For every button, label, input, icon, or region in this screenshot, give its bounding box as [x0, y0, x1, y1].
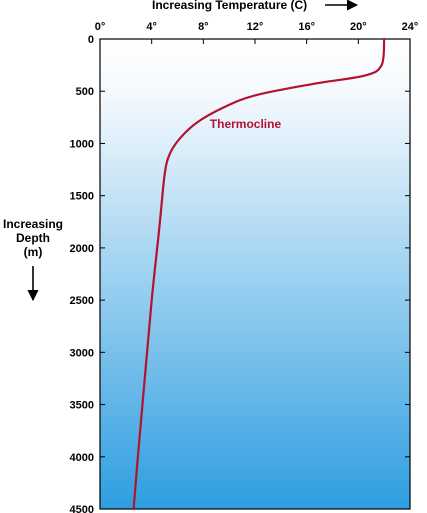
y-tick-label: 3500 [70, 400, 94, 412]
plot-area [100, 39, 410, 509]
y-tick-label: 4000 [70, 452, 94, 464]
x-tick-label: 12° [247, 21, 264, 33]
y-tick-label: 500 [76, 86, 94, 98]
y-tick-label: 1000 [70, 138, 94, 150]
y-tick-label: 2000 [70, 243, 94, 255]
y-axis-title-line-1: Increasing [3, 217, 63, 231]
x-tick-label: 8° [198, 21, 209, 33]
y-tick-label: 2500 [70, 295, 94, 307]
x-axis: 0° 4° 8° 12° 16° 20° 24° [95, 21, 419, 44]
y-tick-label: 4500 [70, 504, 94, 513]
x-tick-label: 24° [402, 21, 419, 33]
y-axis-title-line-3: (m) [24, 245, 43, 259]
y-tick-label: 3000 [70, 347, 94, 359]
y-tick-label: 0 [88, 34, 94, 46]
y-axis-title-line-2: Depth [16, 231, 50, 245]
x-tick-label: 0° [95, 21, 106, 33]
x-tick-label: 20° [350, 21, 367, 33]
x-tick-label: 4° [146, 21, 157, 33]
thermocline-label: Thermocline [210, 117, 282, 131]
x-axis-title: Increasing Temperature (C) [152, 0, 307, 12]
y-tick-label: 1500 [70, 191, 94, 203]
x-tick-label: 16° [298, 21, 315, 33]
y-axis: 0 500 1000 1500 2000 2500 3000 3500 4000 4500 [70, 34, 410, 513]
temperature-profile-line [132, 37, 386, 511]
